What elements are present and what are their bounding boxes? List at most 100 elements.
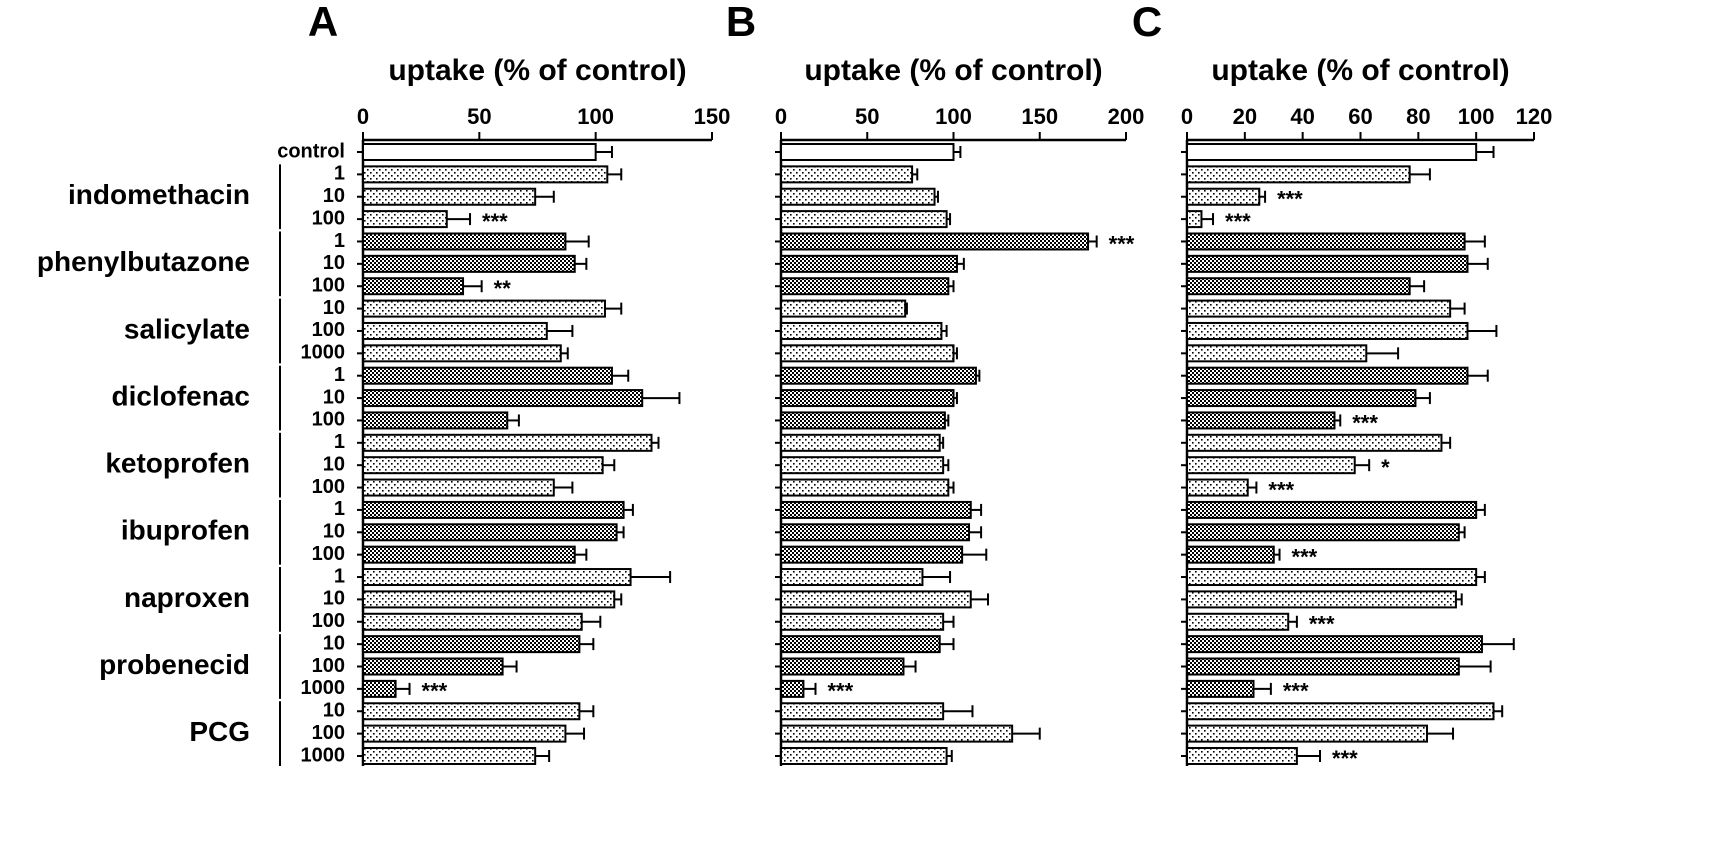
bar [1186, 478, 1249, 497]
x-tick-label: 100 [577, 104, 614, 129]
group-label: ibuprofen [121, 515, 250, 546]
significance: *** [1277, 187, 1303, 212]
dose-label: 100 [312, 207, 345, 229]
dose-label: 100 [312, 543, 345, 565]
axis-title: uptake (% of control) [1211, 54, 1509, 87]
dose-label: 1000 [301, 744, 346, 766]
bar [780, 568, 924, 587]
bar [362, 187, 537, 206]
significance: * [1381, 455, 1390, 480]
significance: *** [1268, 477, 1294, 502]
bar [780, 254, 958, 273]
axis-title: uptake (% of control) [388, 54, 686, 87]
bar [1186, 143, 1478, 161]
x-tick-label: 0 [1181, 104, 1193, 129]
bar [1186, 657, 1460, 676]
bar [362, 545, 576, 564]
bar [780, 545, 964, 564]
bar [362, 657, 504, 676]
bar [780, 366, 977, 385]
bar [1186, 165, 1411, 184]
bar [362, 679, 397, 698]
bar [780, 500, 972, 519]
significance: *** [482, 209, 508, 234]
bar [780, 590, 972, 609]
bar [780, 299, 907, 318]
bar [362, 277, 465, 296]
bar [1186, 724, 1429, 743]
dose-label: 10 [323, 521, 345, 543]
bar [1186, 389, 1417, 408]
bar [780, 321, 943, 340]
significance: *** [1332, 746, 1358, 771]
group-label: salicylate [124, 313, 250, 344]
axis-title: uptake (% of control) [804, 54, 1102, 87]
bar [362, 433, 653, 452]
bar [780, 210, 948, 229]
bar [362, 389, 644, 408]
bar [780, 389, 955, 408]
significance: *** [1225, 209, 1251, 234]
bar [780, 456, 945, 475]
bar [362, 165, 609, 184]
dose-label: 1 [334, 230, 345, 252]
bar [1186, 187, 1261, 206]
dose-label: 10 [323, 252, 345, 274]
bar [780, 187, 936, 206]
bar [1186, 635, 1483, 654]
bar [1186, 210, 1203, 229]
bar [780, 679, 805, 698]
dose-label: 10 [323, 297, 345, 319]
row-label: control [277, 140, 345, 162]
bar [780, 165, 914, 184]
bar [1186, 321, 1469, 340]
x-tick-label: 150 [694, 104, 731, 129]
group-label: naproxen [124, 582, 250, 613]
bar [1186, 523, 1460, 542]
significance: *** [1352, 410, 1378, 435]
bar [1186, 568, 1478, 587]
bar [780, 657, 905, 676]
bar [1186, 545, 1275, 564]
dose-label: 100 [312, 610, 345, 632]
bar [362, 523, 618, 542]
significance: *** [828, 679, 854, 704]
bar [362, 143, 597, 161]
dose-label: 1 [334, 498, 345, 520]
x-tick-label: 60 [1348, 104, 1372, 129]
bar [362, 232, 567, 251]
bar [780, 746, 948, 765]
significance: *** [422, 679, 448, 704]
bar [362, 254, 576, 273]
bar [362, 635, 581, 654]
dose-label: 100 [312, 409, 345, 431]
x-tick-label: 100 [935, 104, 972, 129]
x-tick-label: 20 [1233, 104, 1257, 129]
bar [362, 366, 613, 385]
dose-label: 10 [323, 185, 345, 207]
bar [1186, 456, 1356, 475]
panel-letter: C [1132, 0, 1162, 45]
dose-label: 100 [312, 275, 345, 297]
significance: *** [1292, 544, 1318, 569]
bar [1186, 590, 1457, 609]
dose-label: 10 [323, 588, 345, 610]
group-label: ketoprofen [105, 448, 250, 479]
bar [1186, 500, 1478, 519]
dose-label: 1000 [301, 677, 346, 699]
dose-label: 1 [334, 364, 345, 386]
significance: *** [1309, 612, 1335, 637]
bar [780, 523, 971, 542]
bar [780, 344, 955, 363]
bar [780, 702, 945, 721]
dose-label: 1 [334, 565, 345, 587]
x-tick-label: 0 [357, 104, 369, 129]
bar [1186, 366, 1469, 385]
bar [780, 478, 950, 497]
bar [362, 344, 562, 363]
bar [362, 321, 548, 340]
group-label: indomethacin [68, 179, 250, 210]
bar [1186, 232, 1466, 251]
bar [780, 232, 1090, 251]
